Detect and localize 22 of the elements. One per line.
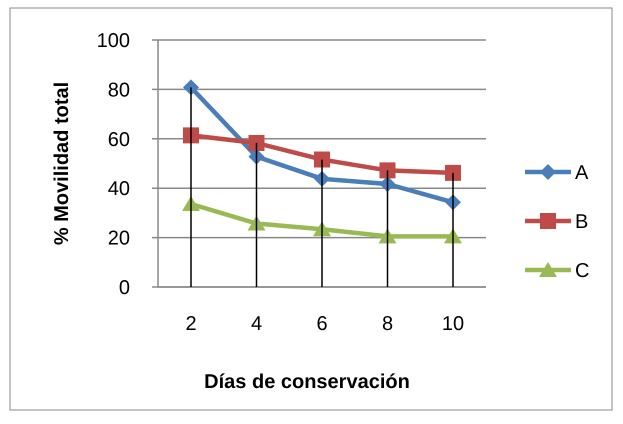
y-tick-label: 0	[118, 277, 130, 299]
x-tick-label: 4	[250, 313, 262, 335]
point	[314, 152, 330, 168]
x-axis-title: Días de conservación	[204, 371, 410, 393]
point	[248, 135, 264, 151]
y-tick-label: 60	[108, 128, 130, 151]
legend-label: B	[575, 211, 588, 233]
x-tick-label: 6	[316, 313, 328, 335]
legend-label: C	[575, 260, 590, 282]
y-tick-label: 80	[108, 79, 130, 102]
y-axis-title: % Movilidad total	[51, 82, 73, 246]
y-tick-label: 100	[96, 30, 130, 52]
point	[445, 164, 461, 181]
x-tick-label: 2	[185, 313, 197, 335]
point	[183, 79, 199, 96]
y-tick-label: 20	[108, 228, 130, 250]
x-tick-label: 10	[442, 313, 464, 335]
point	[183, 127, 199, 144]
point	[380, 162, 396, 178]
y-tick-label: 40	[108, 178, 130, 200]
legend-label: A	[575, 162, 589, 184]
x-tick-label: 8	[382, 313, 394, 335]
